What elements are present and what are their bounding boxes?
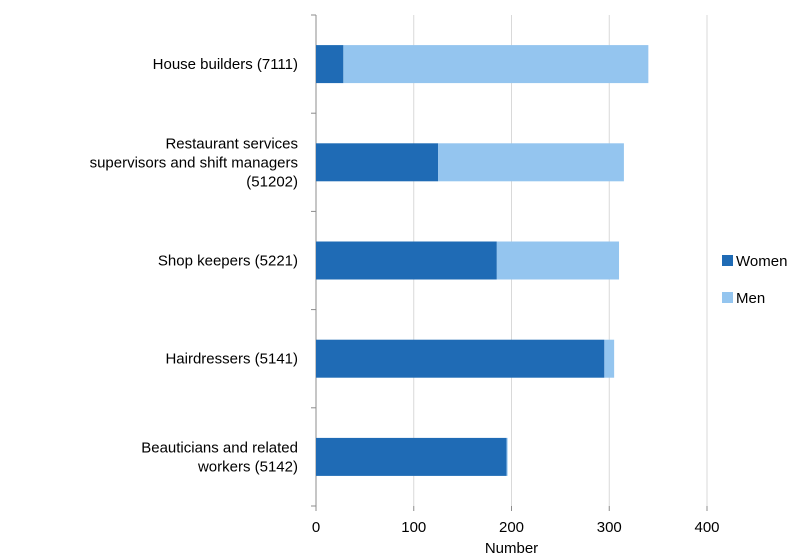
x-axis-title: Number xyxy=(485,540,538,557)
bar-women xyxy=(316,241,497,280)
bar-women xyxy=(316,437,507,476)
category-label: Beauticians and related xyxy=(141,439,298,456)
bar-women xyxy=(316,143,439,182)
category-label: (51202) xyxy=(246,173,298,190)
bar-men xyxy=(496,241,620,280)
legend-swatch-women xyxy=(722,255,733,266)
bar-men xyxy=(343,45,649,84)
bar-men xyxy=(506,437,508,476)
bar-women xyxy=(316,45,344,84)
category-label: supervisors and shift managers xyxy=(90,154,298,171)
bar-men xyxy=(604,339,615,378)
x-tick-label: 400 xyxy=(694,519,719,536)
x-tick-label: 300 xyxy=(597,519,622,536)
category-label: House builders (7111) xyxy=(153,56,298,73)
category-label: workers (5142) xyxy=(197,458,298,475)
bar-men xyxy=(438,143,624,182)
category-label: Shop keepers (5221) xyxy=(158,253,298,270)
x-tick-label: 200 xyxy=(499,519,524,536)
legend-label: Women xyxy=(736,253,787,270)
category-label: Hairdressers (5141) xyxy=(165,351,298,368)
legend-swatch-men xyxy=(722,292,733,303)
x-tick-label: 100 xyxy=(401,519,426,536)
legend-label: Men xyxy=(736,290,765,307)
bar-women xyxy=(316,339,605,378)
x-tick-label: 0 xyxy=(312,519,320,536)
category-label: Restaurant services xyxy=(165,135,298,152)
